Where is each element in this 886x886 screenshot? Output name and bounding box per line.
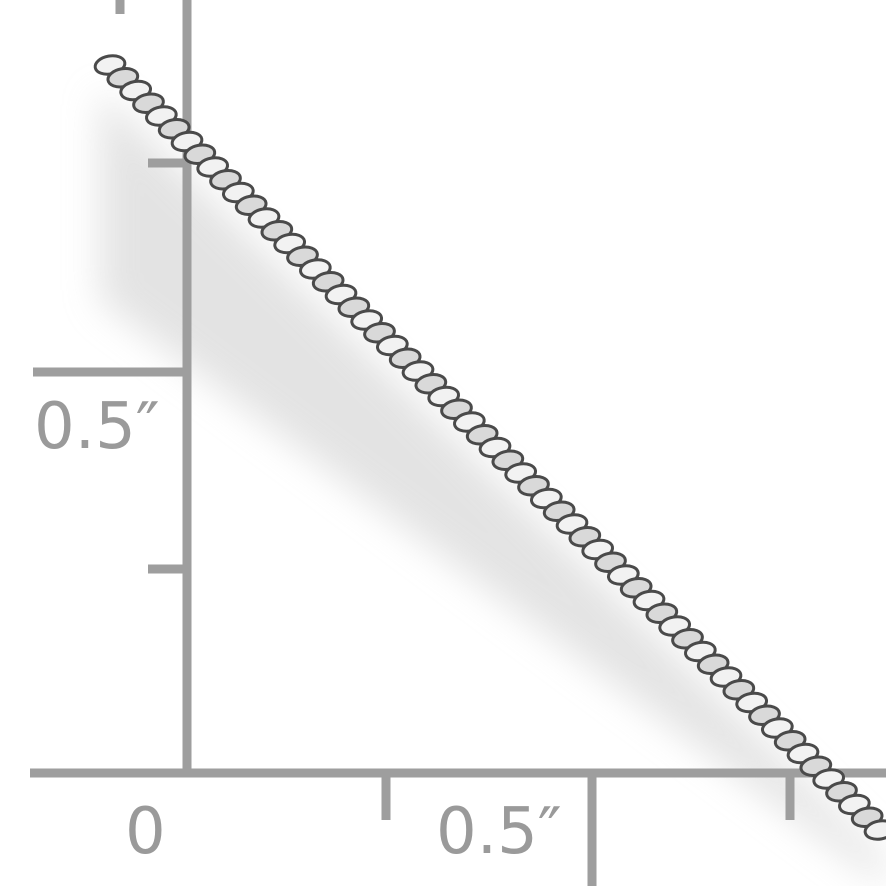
horizontal-label: 0.5″ xyxy=(436,795,562,869)
vertical-label: 0.5″ xyxy=(34,390,160,464)
horizontal-label: 0 xyxy=(125,795,166,869)
shadow xyxy=(100,90,886,886)
chain-link xyxy=(863,819,886,841)
rope-chain xyxy=(93,54,886,841)
